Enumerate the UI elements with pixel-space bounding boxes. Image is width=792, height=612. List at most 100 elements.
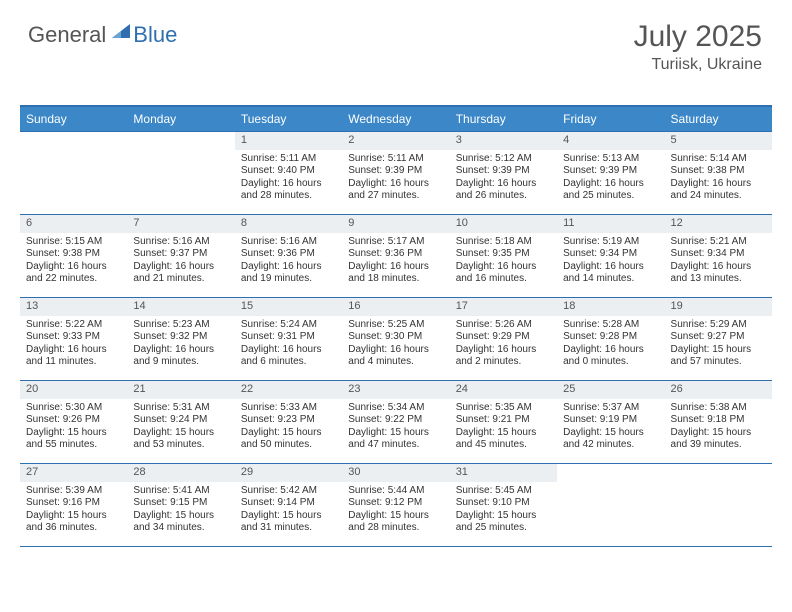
location-label: Turiisk, Ukraine [634, 56, 762, 74]
day-line: and 25 minutes. [456, 522, 551, 535]
day-line: Sunset: 9:34 PM [563, 248, 658, 261]
day-line: Sunset: 9:39 PM [348, 165, 443, 178]
day-line: Sunrise: 5:26 AM [456, 319, 551, 332]
month-title: July 2025 [634, 20, 762, 54]
day-detail: Sunrise: 5:39 AMSunset: 9:16 PMDaylight:… [20, 482, 127, 539]
day-line: Sunrise: 5:31 AM [133, 402, 228, 415]
day-line: and 28 minutes. [241, 190, 336, 203]
day-line: Daylight: 16 hours [456, 261, 551, 274]
calendar-day: 5Sunrise: 5:14 AMSunset: 9:38 PMDaylight… [665, 132, 772, 214]
day-line: Sunrise: 5:14 AM [671, 153, 766, 166]
calendar-day: . [557, 464, 664, 546]
calendar-day: 18Sunrise: 5:28 AMSunset: 9:28 PMDayligh… [557, 298, 664, 380]
calendar-day: 27Sunrise: 5:39 AMSunset: 9:16 PMDayligh… [20, 464, 127, 546]
day-number: 23 [342, 381, 449, 399]
day-line: and 11 minutes. [26, 356, 121, 369]
day-line: and 45 minutes. [456, 439, 551, 452]
day-line: Sunrise: 5:29 AM [671, 319, 766, 332]
day-line: and 50 minutes. [241, 439, 336, 452]
calendar-day: 26Sunrise: 5:38 AMSunset: 9:18 PMDayligh… [665, 381, 772, 463]
day-number: 9 [342, 215, 449, 233]
day-line: Daylight: 15 hours [563, 427, 658, 440]
weekday-header: Thursday [450, 107, 557, 131]
day-line: Sunset: 9:38 PM [26, 248, 121, 261]
day-line: and 47 minutes. [348, 439, 443, 452]
day-detail: Sunrise: 5:13 AMSunset: 9:39 PMDaylight:… [557, 150, 664, 207]
day-line: and 26 minutes. [456, 190, 551, 203]
day-line: Daylight: 15 hours [241, 510, 336, 523]
day-detail: Sunrise: 5:18 AMSunset: 9:35 PMDaylight:… [450, 233, 557, 290]
day-line: Sunrise: 5:41 AM [133, 485, 228, 498]
day-line: Sunrise: 5:25 AM [348, 319, 443, 332]
day-line: Sunrise: 5:12 AM [456, 153, 551, 166]
day-line: and 34 minutes. [133, 522, 228, 535]
calendar-day: 9Sunrise: 5:17 AMSunset: 9:36 PMDaylight… [342, 215, 449, 297]
day-line: Sunset: 9:39 PM [563, 165, 658, 178]
brand-logo: General Blue [28, 22, 177, 48]
day-line: Sunset: 9:40 PM [241, 165, 336, 178]
day-line: Daylight: 15 hours [348, 427, 443, 440]
day-detail: Sunrise: 5:15 AMSunset: 9:38 PMDaylight:… [20, 233, 127, 290]
calendar-day: 6Sunrise: 5:15 AMSunset: 9:38 PMDaylight… [20, 215, 127, 297]
day-detail: Sunrise: 5:41 AMSunset: 9:15 PMDaylight:… [127, 482, 234, 539]
day-line: and 31 minutes. [241, 522, 336, 535]
day-number: 15 [235, 298, 342, 316]
day-line: and 9 minutes. [133, 356, 228, 369]
day-line: Sunrise: 5:11 AM [241, 153, 336, 166]
calendar-week: 13Sunrise: 5:22 AMSunset: 9:33 PMDayligh… [20, 297, 772, 380]
day-line: Daylight: 15 hours [26, 510, 121, 523]
day-line: Daylight: 15 hours [456, 510, 551, 523]
day-line: and 22 minutes. [26, 273, 121, 286]
day-line: and 16 minutes. [456, 273, 551, 286]
calendar-day: 3Sunrise: 5:12 AMSunset: 9:39 PMDaylight… [450, 132, 557, 214]
day-line: Sunrise: 5:35 AM [456, 402, 551, 415]
day-detail: Sunrise: 5:35 AMSunset: 9:21 PMDaylight:… [450, 399, 557, 456]
day-line: Sunrise: 5:13 AM [563, 153, 658, 166]
day-number: 24 [450, 381, 557, 399]
day-number: 18 [557, 298, 664, 316]
calendar-day: 7Sunrise: 5:16 AMSunset: 9:37 PMDaylight… [127, 215, 234, 297]
day-detail: Sunrise: 5:45 AMSunset: 9:10 PMDaylight:… [450, 482, 557, 539]
day-number: 12 [665, 215, 772, 233]
day-line: Sunrise: 5:45 AM [456, 485, 551, 498]
calendar-day: 24Sunrise: 5:35 AMSunset: 9:21 PMDayligh… [450, 381, 557, 463]
day-line: Daylight: 16 hours [456, 344, 551, 357]
day-line: Daylight: 16 hours [26, 261, 121, 274]
day-line: Daylight: 15 hours [671, 427, 766, 440]
day-line: Sunset: 9:30 PM [348, 331, 443, 344]
day-detail: Sunrise: 5:14 AMSunset: 9:38 PMDaylight:… [665, 150, 772, 207]
day-detail: Sunrise: 5:38 AMSunset: 9:18 PMDaylight:… [665, 399, 772, 456]
day-line: Daylight: 15 hours [456, 427, 551, 440]
day-line: Sunrise: 5:30 AM [26, 402, 121, 415]
day-detail: Sunrise: 5:21 AMSunset: 9:34 PMDaylight:… [665, 233, 772, 290]
weekday-header: Saturday [665, 107, 772, 131]
day-detail: Sunrise: 5:11 AMSunset: 9:40 PMDaylight:… [235, 150, 342, 207]
day-line: and 13 minutes. [671, 273, 766, 286]
day-line: and 24 minutes. [671, 190, 766, 203]
day-line: and 39 minutes. [671, 439, 766, 452]
day-line: Sunset: 9:33 PM [26, 331, 121, 344]
calendar-day: 30Sunrise: 5:44 AMSunset: 9:12 PMDayligh… [342, 464, 449, 546]
day-line: Daylight: 16 hours [563, 344, 658, 357]
day-detail: Sunrise: 5:30 AMSunset: 9:26 PMDaylight:… [20, 399, 127, 456]
day-line: Daylight: 16 hours [241, 178, 336, 191]
day-line: Sunset: 9:28 PM [563, 331, 658, 344]
calendar-day: 29Sunrise: 5:42 AMSunset: 9:14 PMDayligh… [235, 464, 342, 546]
day-line: Sunset: 9:15 PM [133, 497, 228, 510]
brand-sail-icon [110, 22, 132, 40]
day-number: 6 [20, 215, 127, 233]
calendar-day: 10Sunrise: 5:18 AMSunset: 9:35 PMDayligh… [450, 215, 557, 297]
weekday-header: Friday [557, 107, 664, 131]
day-line: and 28 minutes. [348, 522, 443, 535]
day-detail: Sunrise: 5:24 AMSunset: 9:31 PMDaylight:… [235, 316, 342, 373]
day-line: Sunset: 9:12 PM [348, 497, 443, 510]
day-line: Daylight: 15 hours [241, 427, 336, 440]
day-line: Sunset: 9:19 PM [563, 414, 658, 427]
calendar-day: 1Sunrise: 5:11 AMSunset: 9:40 PMDaylight… [235, 132, 342, 214]
day-line: Sunrise: 5:34 AM [348, 402, 443, 415]
calendar-day: 11Sunrise: 5:19 AMSunset: 9:34 PMDayligh… [557, 215, 664, 297]
day-line: Daylight: 16 hours [133, 261, 228, 274]
day-line: Sunset: 9:39 PM [456, 165, 551, 178]
weekday-header: Sunday [20, 107, 127, 131]
calendar-day: 2Sunrise: 5:11 AMSunset: 9:39 PMDaylight… [342, 132, 449, 214]
